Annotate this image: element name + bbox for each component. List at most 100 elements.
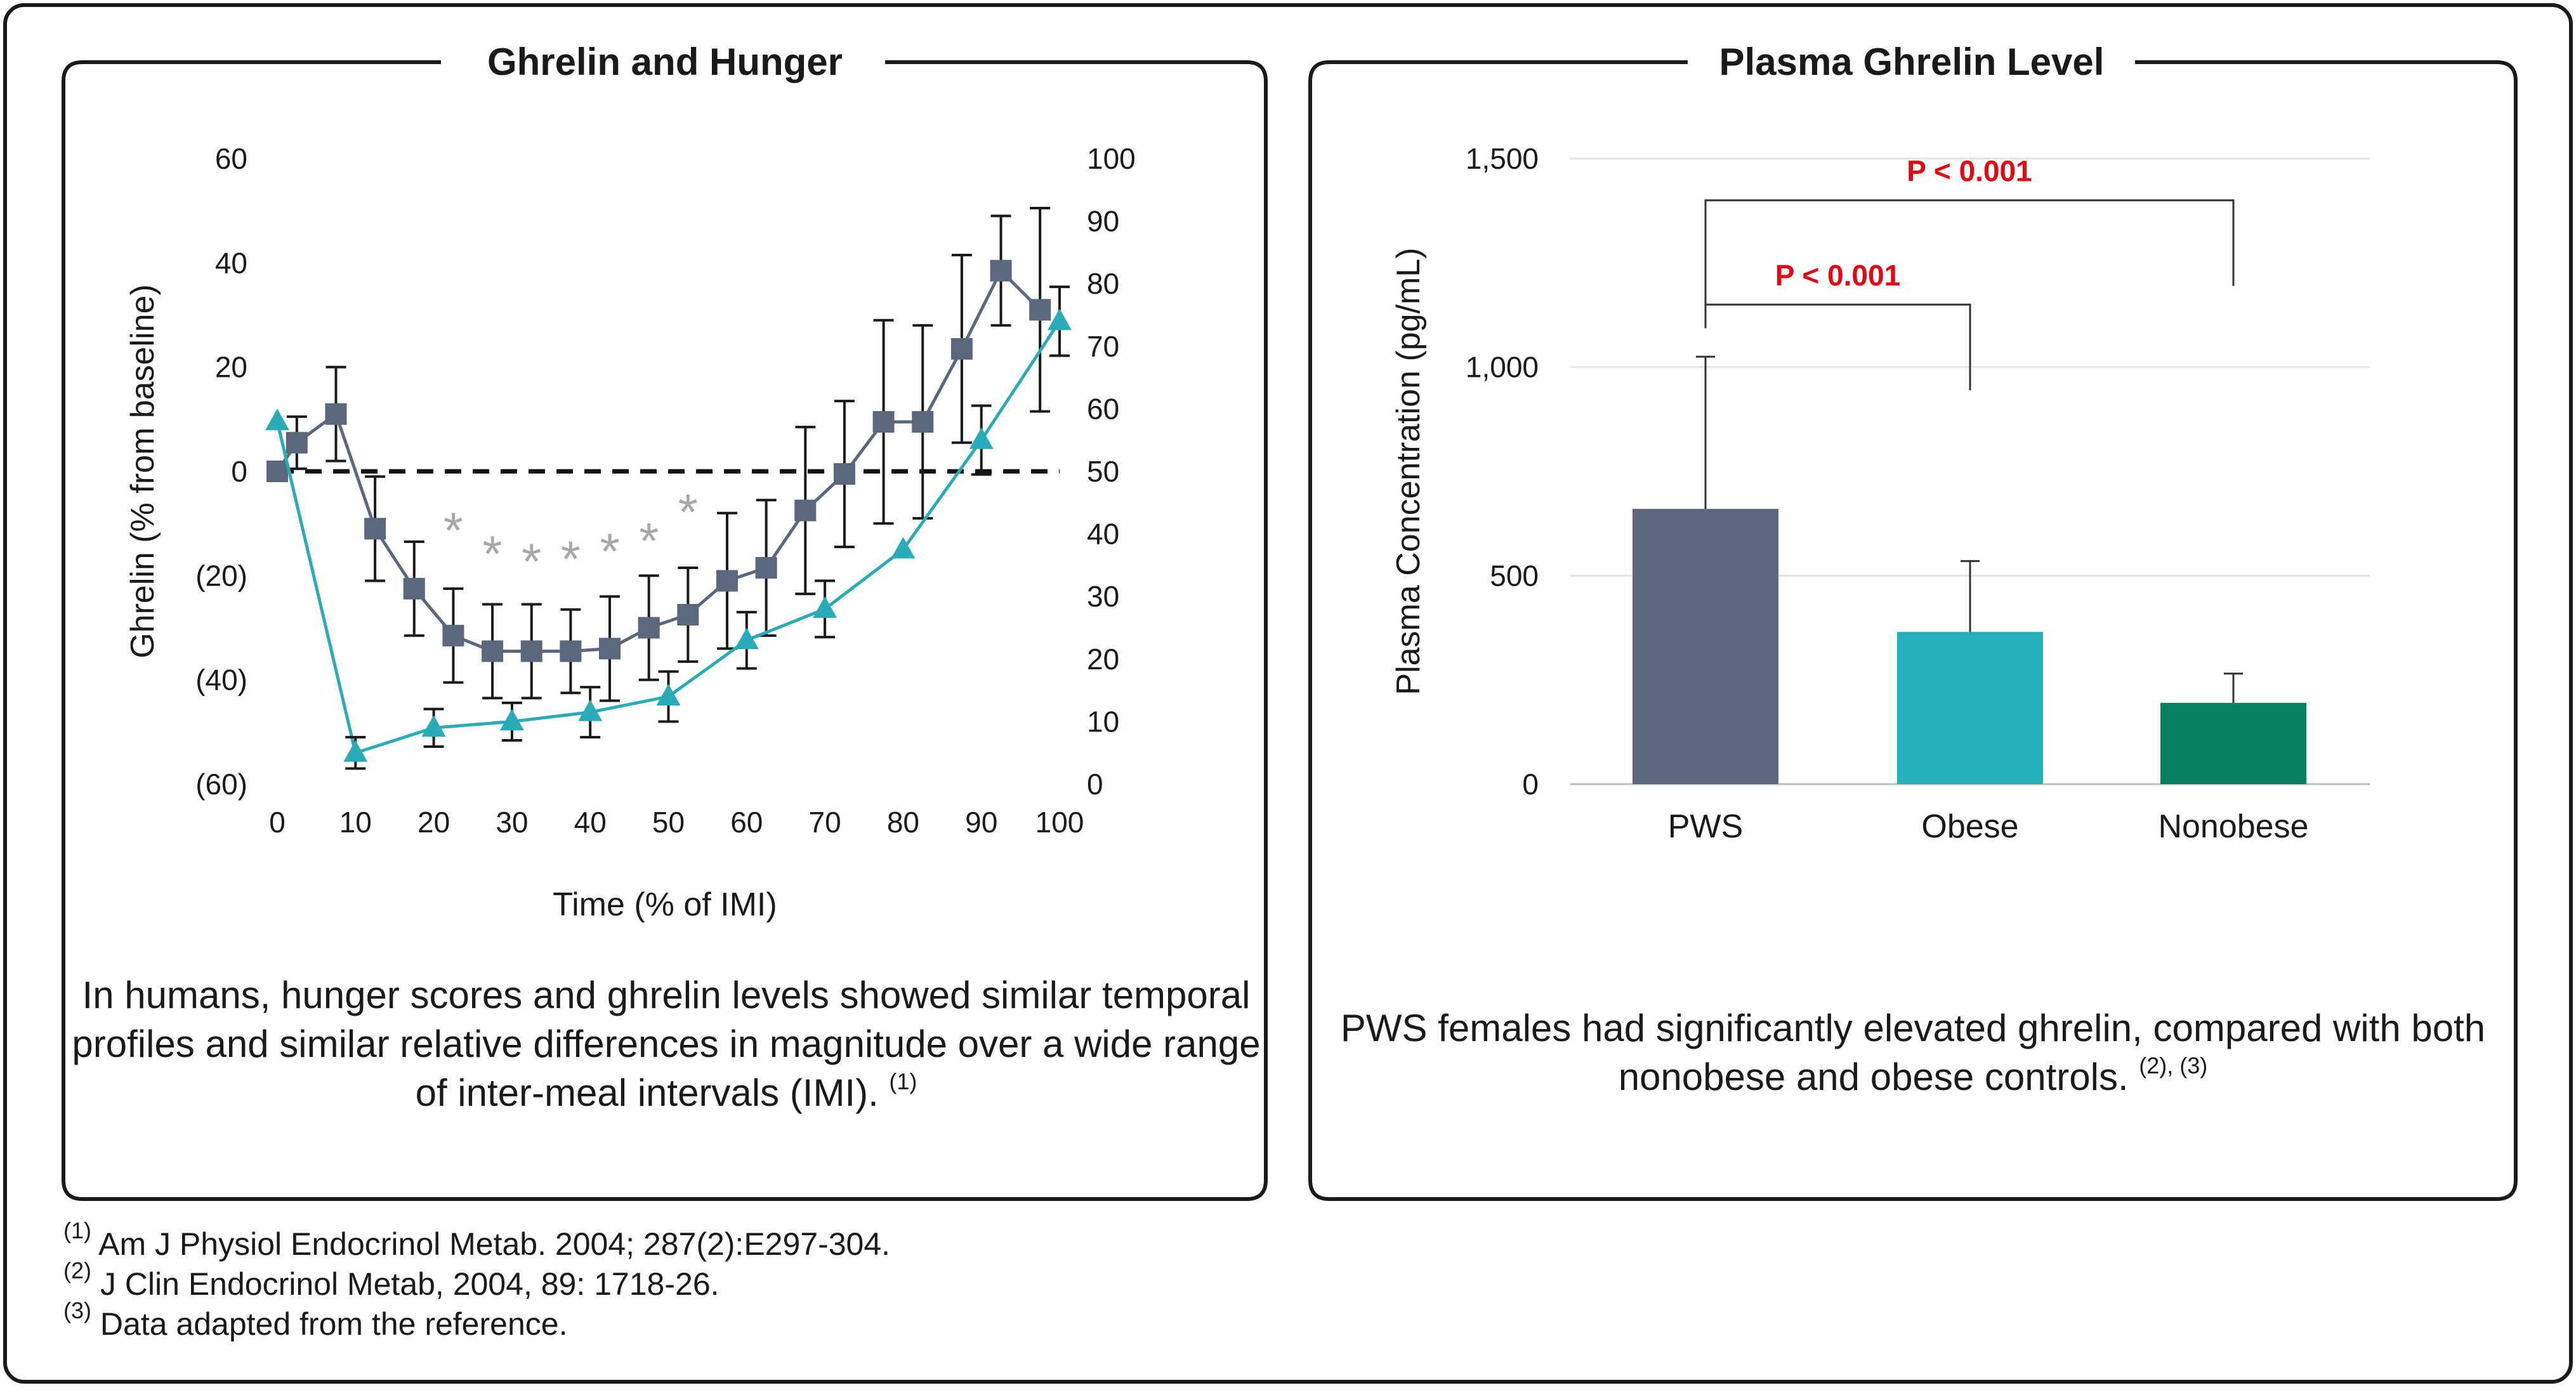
significance-bracket bbox=[1704, 303, 1971, 391]
y-tick-label: 0 bbox=[1522, 768, 1539, 801]
right-caption-ref: (2), (3) bbox=[2139, 1052, 2208, 1079]
y-axis-title: Ghrelin (% from baseline) bbox=[124, 284, 161, 659]
reference-1: (1) Am J Physiol Endocrinol Metab. 2004;… bbox=[63, 1219, 891, 1264]
reference-1-mark: (1) bbox=[63, 1217, 91, 1243]
right-panel-title: Plasma Ghrelin Level bbox=[1719, 41, 2105, 83]
y2-tick-label: 50 bbox=[1087, 455, 1119, 488]
significance-asterisk: * bbox=[678, 484, 698, 541]
significance-asterisk: * bbox=[600, 523, 619, 579]
y-tick-label: 40 bbox=[215, 246, 247, 279]
y2-tick-label: 10 bbox=[1087, 705, 1119, 738]
ghrelin-point bbox=[990, 259, 1012, 282]
x-tick-label: 60 bbox=[730, 806, 763, 839]
significance-asterisk: * bbox=[561, 531, 581, 587]
reference-2-mark: (2) bbox=[63, 1257, 91, 1283]
significance-asterisk: * bbox=[522, 534, 541, 590]
x-tick-label: 50 bbox=[652, 806, 685, 839]
references: (1) Am J Physiol Endocrinol Metab. 2004;… bbox=[63, 1219, 891, 1344]
reference-3-mark: (3) bbox=[63, 1297, 91, 1323]
ghrelin-point bbox=[794, 499, 817, 521]
left-panel-caption: In humans, hunger scores and ghrelin lev… bbox=[70, 971, 1263, 1117]
hunger-point bbox=[499, 709, 524, 731]
y-tick-label: 0 bbox=[231, 455, 247, 488]
ghrelin-point bbox=[442, 624, 464, 646]
right-panel-caption: PWS females had significantly elevated g… bbox=[1317, 1004, 2509, 1101]
y-tick-label: 500 bbox=[1490, 559, 1539, 592]
y2-tick-label: 60 bbox=[1087, 392, 1119, 425]
y-tick-label: 60 bbox=[215, 142, 247, 175]
ghrelin-point bbox=[560, 640, 582, 662]
y2-tick-label: 100 bbox=[1087, 142, 1136, 175]
hunger-point bbox=[1048, 308, 1072, 331]
x-tick-label: 90 bbox=[965, 806, 997, 839]
y2-tick-label: 40 bbox=[1087, 518, 1119, 551]
ghrelin-point bbox=[638, 617, 660, 639]
hunger-point bbox=[734, 627, 759, 650]
bar-pws bbox=[1633, 509, 1778, 784]
ghrelin-point bbox=[520, 640, 542, 662]
hunger-point bbox=[578, 699, 603, 721]
x-tick-label: Nonobese bbox=[2158, 808, 2308, 845]
ghrelin-point bbox=[482, 640, 504, 662]
x-tick-label: 0 bbox=[269, 806, 286, 839]
ghrelin-point bbox=[677, 603, 699, 626]
ghrelin-point bbox=[872, 410, 895, 433]
ghrelin-hunger-chart: 60 40 20 0 (20) (40) (60) 0 10 20 30 40 50 60 70 80 90 10… bbox=[124, 142, 1136, 923]
left-caption-text: In humans, hunger scores and ghrelin lev… bbox=[72, 974, 1261, 1114]
right-panel-frame bbox=[1308, 60, 2518, 1201]
bar-obese bbox=[1897, 632, 2043, 784]
reference-3: (3) Data adapted from the reference. bbox=[63, 1299, 890, 1344]
ghrelin-point bbox=[599, 638, 621, 660]
x-tick-label: 100 bbox=[1035, 806, 1084, 839]
hunger-point bbox=[813, 596, 838, 618]
significance-asterisk: * bbox=[639, 513, 659, 569]
significance-asterisk: * bbox=[483, 525, 503, 582]
ghrelin-point bbox=[325, 403, 347, 425]
ghrelin-point bbox=[266, 461, 288, 482]
x-tick-label: 20 bbox=[417, 806, 450, 839]
series-line bbox=[275, 268, 1041, 653]
x-tick-label: 70 bbox=[809, 806, 841, 839]
hunger-point bbox=[343, 740, 368, 762]
y2-tick-label: 70 bbox=[1087, 330, 1119, 363]
x-tick-label: Obese bbox=[1921, 808, 2018, 845]
ghrelin-point bbox=[364, 518, 386, 540]
ghrelin-point bbox=[403, 577, 425, 600]
reference-3-text: Data adapted from the reference. bbox=[100, 1306, 568, 1342]
ghrelin-point bbox=[912, 410, 934, 433]
significance-label: P < 0.001 bbox=[1907, 155, 2032, 188]
y2-tick-label: 0 bbox=[1087, 768, 1103, 801]
y2-tick-label: 90 bbox=[1087, 205, 1119, 238]
reference-2: (2) J Clin Endocrinol Metab, 2004, 89: 1… bbox=[63, 1259, 890, 1304]
x-tick-label: 10 bbox=[339, 806, 372, 839]
hunger-point bbox=[265, 409, 289, 431]
significance-bracket bbox=[1704, 199, 2235, 329]
reference-1-text: Am J Physiol Endocrinol Metab. 2004; 287… bbox=[98, 1226, 891, 1262]
hunger-point bbox=[656, 683, 681, 705]
significance-label: P < 0.001 bbox=[1775, 259, 1900, 292]
hunger-point bbox=[969, 427, 994, 449]
hunger-point bbox=[421, 715, 446, 737]
ghrelin-point bbox=[833, 463, 855, 485]
ghrelin-point bbox=[716, 570, 738, 592]
y-tick-label: 20 bbox=[215, 351, 247, 384]
y-axis-title: Plasma Concentration (pg/mL) bbox=[1390, 247, 1427, 695]
ghrelin-point bbox=[286, 431, 308, 454]
x-tick-label: 80 bbox=[887, 806, 919, 839]
y-tick-label: 1,000 bbox=[1466, 351, 1539, 384]
right-caption-text: PWS females had significantly elevated g… bbox=[1340, 1007, 2486, 1098]
ghrelin-point bbox=[1029, 299, 1051, 321]
left-panel-frame bbox=[62, 60, 1268, 1201]
plasma-ghrelin-chart: 0 500 1,000 1,500 Plasma Concentration (pg/m… bbox=[1390, 142, 2370, 845]
y-tick-label: (20) bbox=[195, 559, 247, 592]
reference-2-text: J Clin Endocrinol Metab, 2004, 89: 1718-… bbox=[100, 1266, 720, 1302]
y-tick-label: 1,500 bbox=[1466, 142, 1539, 175]
hunger-point bbox=[891, 537, 916, 559]
y-tick-label: (40) bbox=[195, 664, 247, 697]
x-tick-label: 40 bbox=[574, 806, 607, 839]
ghrelin-point bbox=[950, 338, 973, 360]
y-tick-label: (60) bbox=[195, 768, 247, 801]
bar-nonobese bbox=[2160, 702, 2306, 784]
